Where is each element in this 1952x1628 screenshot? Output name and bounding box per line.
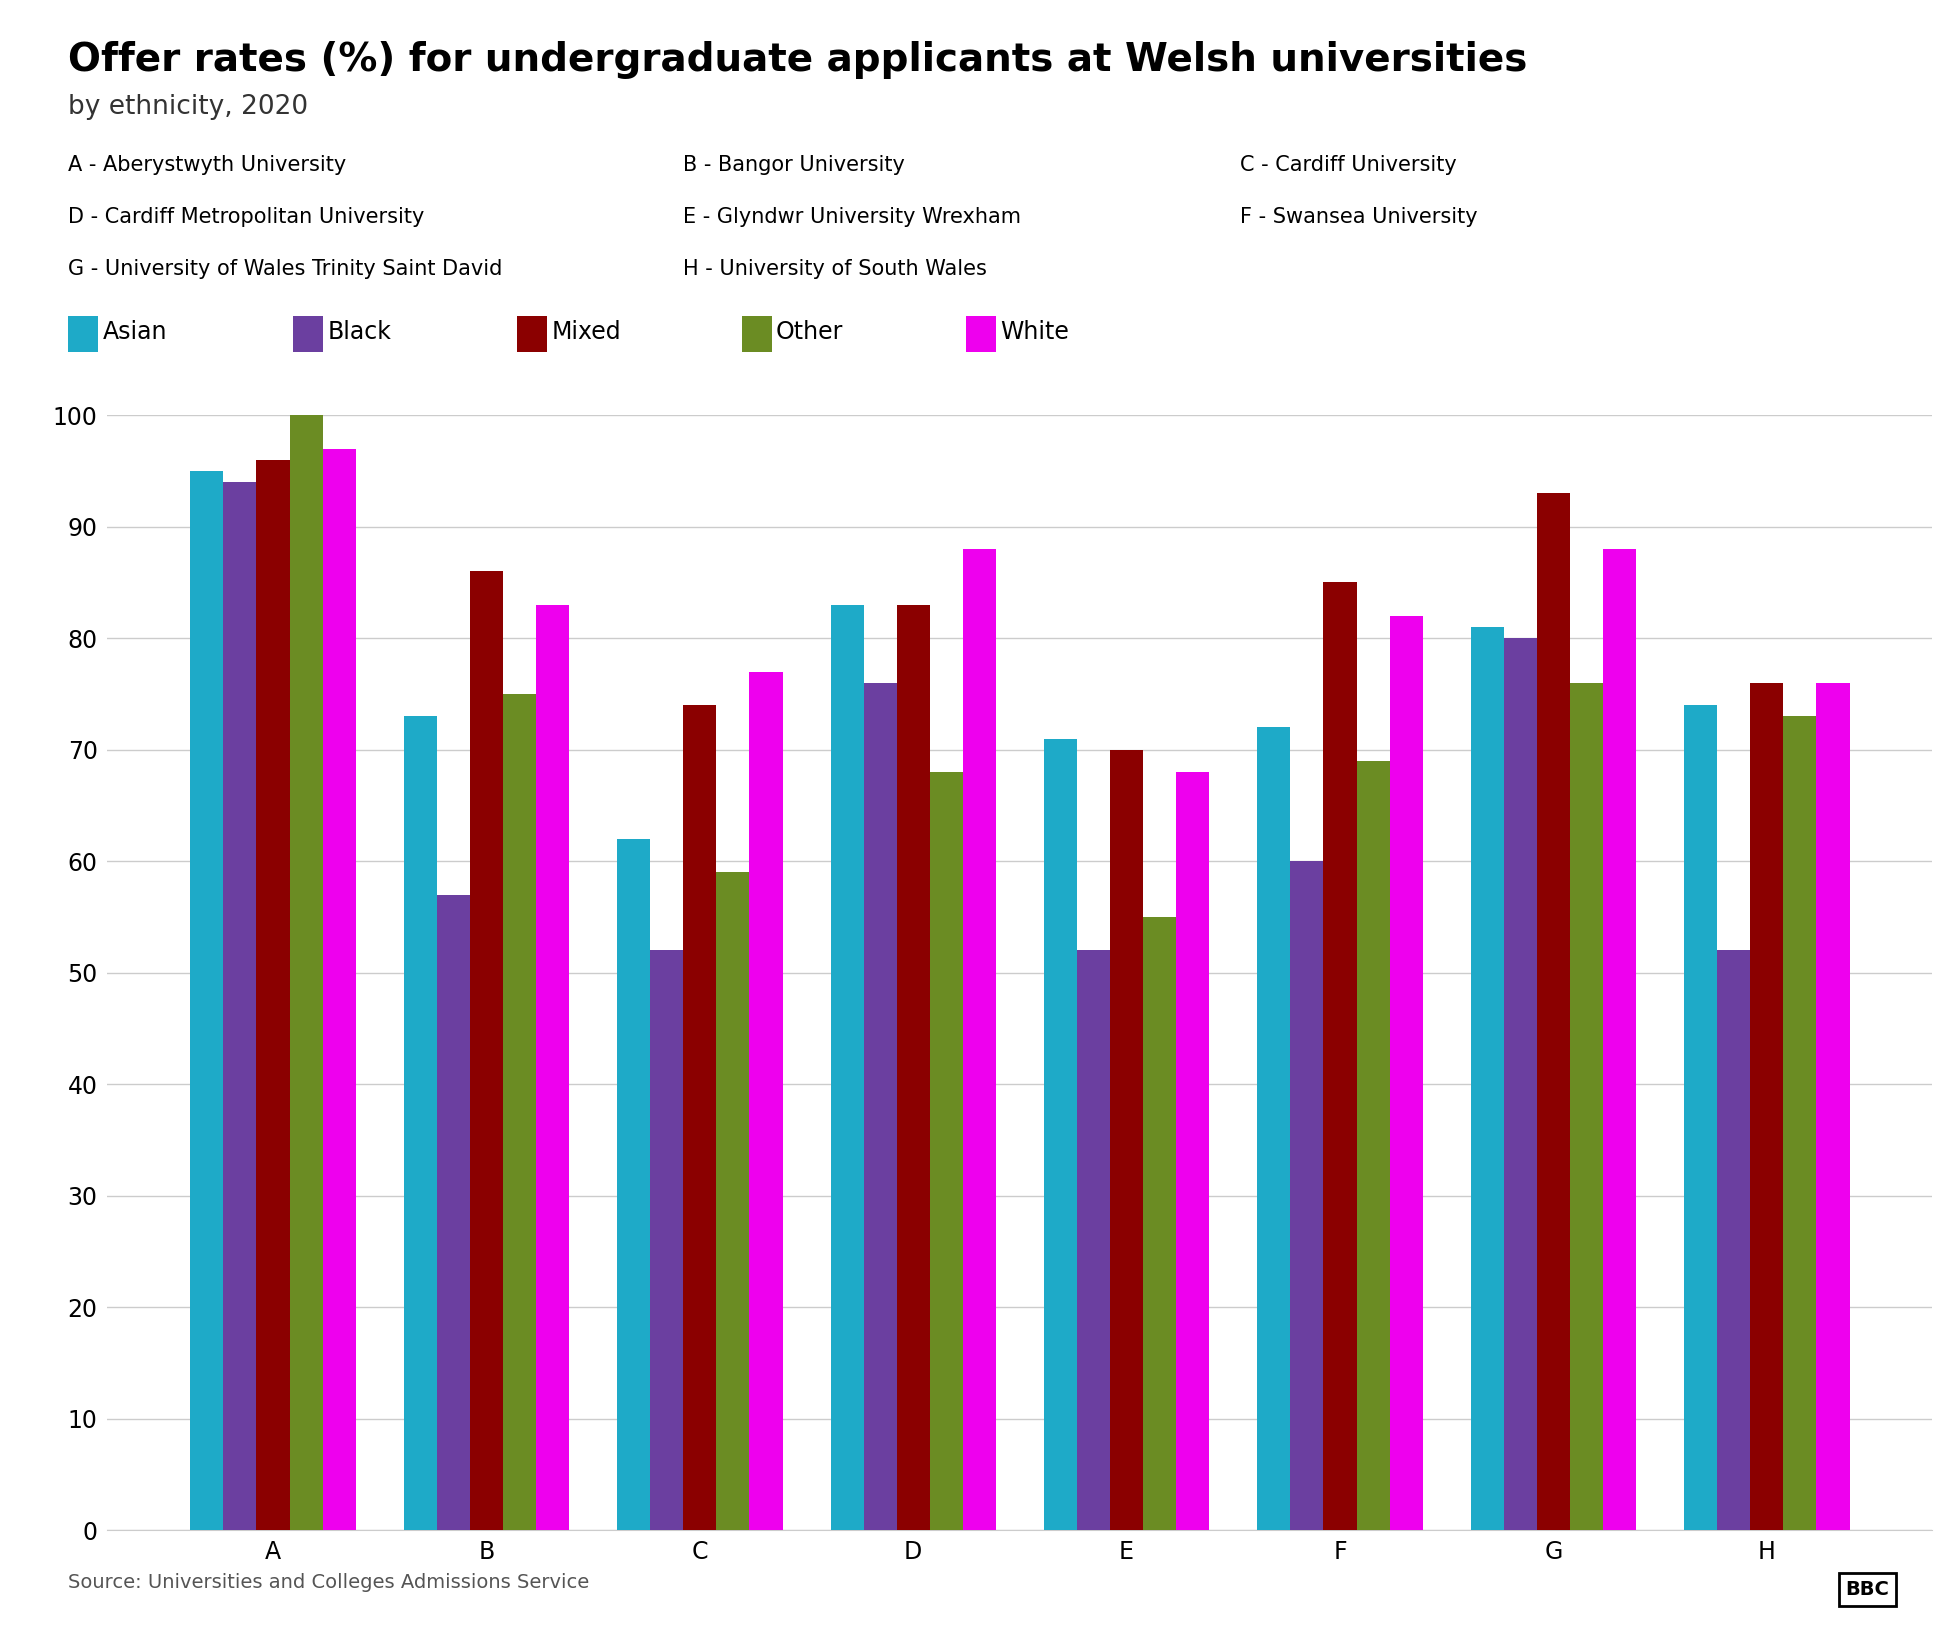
Text: C - Cardiff University: C - Cardiff University (1240, 155, 1456, 174)
Bar (1685, 705, 1718, 1530)
Bar (1569, 682, 1603, 1530)
Bar (863, 682, 896, 1530)
Text: A - Aberystwyth University: A - Aberystwyth University (68, 155, 347, 174)
Bar (504, 694, 537, 1530)
Bar (1357, 760, 1390, 1530)
Bar (1290, 861, 1323, 1530)
Bar (1111, 749, 1144, 1530)
Bar (830, 604, 863, 1530)
Bar (537, 604, 570, 1530)
Bar (716, 873, 750, 1530)
Bar (1257, 728, 1290, 1530)
Bar (750, 672, 783, 1530)
Text: by ethnicity, 2020: by ethnicity, 2020 (68, 94, 308, 120)
Text: B - Bangor University: B - Bangor University (683, 155, 906, 174)
Bar (962, 549, 996, 1530)
Bar (1177, 772, 1210, 1530)
Bar (470, 571, 504, 1530)
Bar (1603, 549, 1636, 1530)
Text: G - University of Wales Trinity Saint David: G - University of Wales Trinity Saint Da… (68, 259, 504, 278)
Bar (683, 705, 716, 1530)
Bar (1470, 627, 1503, 1530)
Bar (1536, 493, 1569, 1530)
Text: Source: Universities and Colleges Admissions Service: Source: Universities and Colleges Admiss… (68, 1573, 590, 1592)
Bar (322, 449, 355, 1530)
Bar (289, 415, 322, 1530)
Bar (1718, 951, 1751, 1530)
Bar (404, 716, 437, 1530)
Bar (617, 838, 650, 1530)
Text: Other: Other (777, 321, 843, 344)
Bar (1817, 682, 1850, 1530)
Bar (1078, 951, 1111, 1530)
Bar (1390, 615, 1423, 1530)
Text: White: White (1001, 321, 1070, 344)
Bar (1144, 917, 1177, 1530)
Bar (1044, 739, 1078, 1530)
Bar (191, 470, 223, 1530)
Bar (1784, 716, 1817, 1530)
Text: E - Glyndwr University Wrexham: E - Glyndwr University Wrexham (683, 207, 1021, 226)
Text: D - Cardiff Metropolitan University: D - Cardiff Metropolitan University (68, 207, 426, 226)
Text: Mixed: Mixed (552, 321, 621, 344)
Text: Offer rates (%) for undergraduate applicants at Welsh universities: Offer rates (%) for undergraduate applic… (68, 41, 1528, 78)
Bar (1323, 583, 1357, 1530)
Text: Asian: Asian (103, 321, 168, 344)
Bar (223, 482, 256, 1530)
Bar (256, 459, 289, 1530)
Text: F - Swansea University: F - Swansea University (1240, 207, 1478, 226)
Text: H - University of South Wales: H - University of South Wales (683, 259, 988, 278)
Bar (896, 604, 929, 1530)
Text: Black: Black (328, 321, 390, 344)
Bar (650, 951, 683, 1530)
Bar (929, 772, 962, 1530)
Bar (1503, 638, 1536, 1530)
Text: BBC: BBC (1847, 1579, 1890, 1599)
Bar (1751, 682, 1784, 1530)
Bar (437, 895, 470, 1530)
